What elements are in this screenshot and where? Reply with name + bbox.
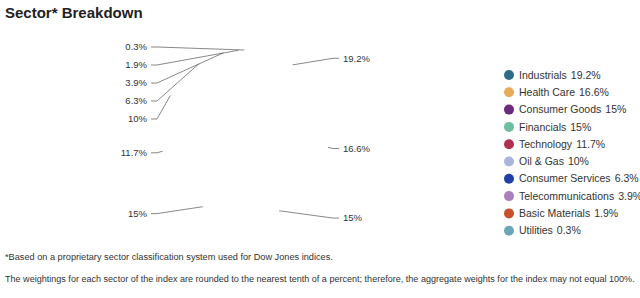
legend-label: Health Care <box>519 86 575 98</box>
data-labels: 19.2% 16.6% 15% 15% 11.7% 10% 6.3% 3.9% 1.9% 0.3% <box>121 41 371 223</box>
legend-label: Utilities <box>519 224 553 236</box>
leader-line <box>151 50 238 65</box>
data-label: 10% <box>128 113 148 124</box>
data-label: 11.7% <box>121 147 148 158</box>
legend-swatch <box>504 70 514 80</box>
data-label: 15% <box>343 212 363 223</box>
legend-value: 6.3% <box>615 172 639 184</box>
legend-value: 10% <box>568 155 589 167</box>
data-label: 19.2% <box>343 53 370 64</box>
legend-swatch <box>504 157 514 167</box>
leader-line <box>328 147 339 148</box>
legend-label: Financials <box>519 121 566 133</box>
legend-value: 11.7% <box>576 138 605 150</box>
legend: Industrials 19.2% Health Care 16.6% Consumer… <box>504 69 640 237</box>
legend-label: Technology <box>519 138 573 150</box>
legend-label: Oil & Gas <box>519 155 564 167</box>
legend-swatch <box>504 122 514 132</box>
legend-value: 19.2% <box>571 69 601 81</box>
footnote: *Based on a proprietary sector classific… <box>5 252 333 262</box>
leader-line <box>151 47 244 50</box>
data-label: 1.9% <box>125 59 147 70</box>
title: Sector* Breakdown <box>5 4 143 21</box>
data-label: 6.3% <box>125 95 147 106</box>
data-label: 15% <box>128 208 148 219</box>
leader-line <box>151 95 170 119</box>
legend-swatch <box>504 208 514 218</box>
leader-line <box>151 151 163 153</box>
legend-value: 3.9% <box>618 190 640 202</box>
chart: Sector* Breakdown 19.2% 16.6% 15% 15% 11.7% 10… <box>0 0 640 298</box>
legend-swatch <box>504 191 514 201</box>
leader-line <box>151 53 223 83</box>
leader-line <box>151 207 203 214</box>
legend-swatch <box>504 139 514 149</box>
footnote: The weightings for each sector of the in… <box>5 274 635 284</box>
leader-line <box>293 58 339 65</box>
data-label: 3.9% <box>125 77 147 88</box>
data-label: 16.6% <box>343 143 370 154</box>
legend-swatch <box>504 105 514 115</box>
legend-value: 16.6% <box>579 86 609 98</box>
legend-swatch <box>504 174 514 184</box>
legend-value: 15% <box>605 103 626 115</box>
data-label: 0.3% <box>125 41 147 52</box>
legend-swatch <box>504 226 514 236</box>
legend-label: Telecommunications <box>519 190 614 202</box>
legend-label: Consumer Goods <box>519 103 601 115</box>
legend-value: 0.3% <box>557 224 581 236</box>
legend-label: Industrials <box>519 69 567 81</box>
leader-line <box>279 211 339 218</box>
legend-label: Consumer Services <box>519 172 611 184</box>
legend-value: 1.9% <box>594 207 618 219</box>
legend-label: Basic Materials <box>519 207 590 219</box>
legend-swatch <box>504 87 514 97</box>
legend-value: 15% <box>570 121 591 133</box>
